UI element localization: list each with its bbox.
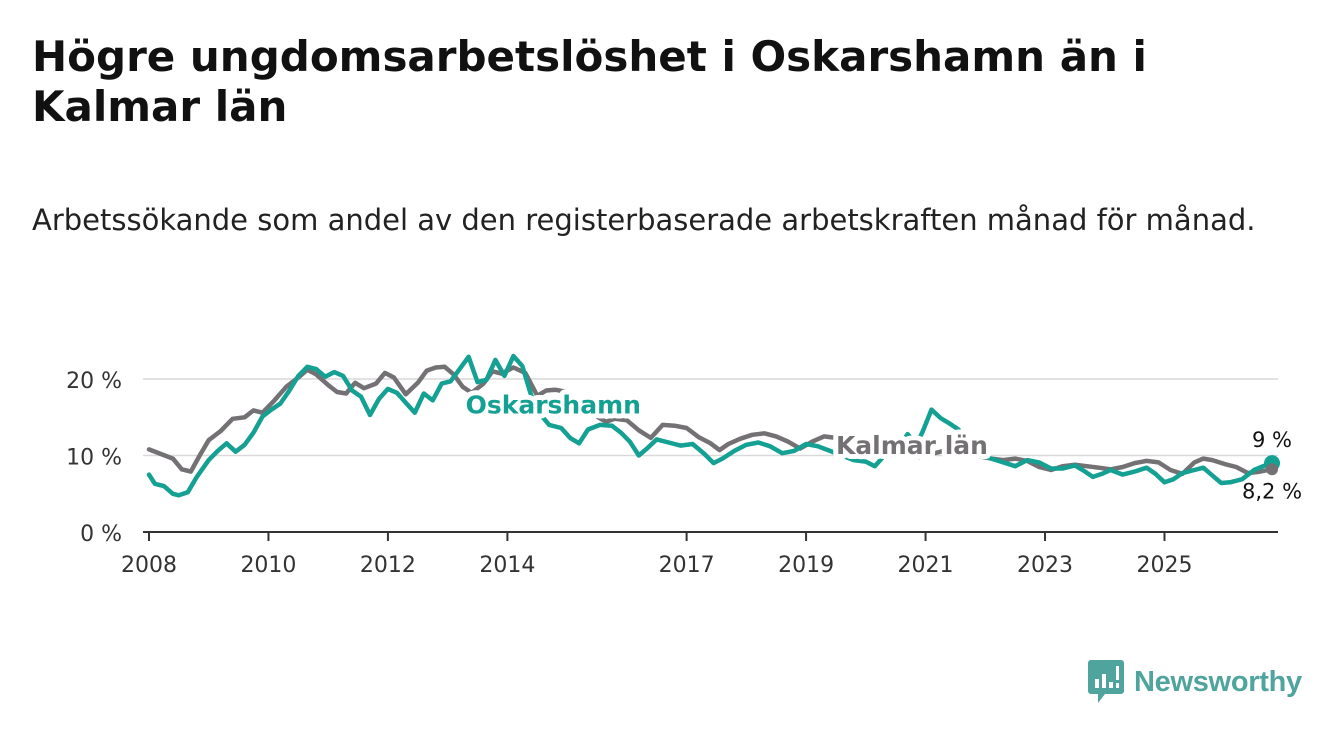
x-tick-label: 2012 <box>360 553 416 578</box>
brand-name: Newsworthy <box>1134 665 1302 698</box>
y-tick-label: 10 % <box>66 446 122 471</box>
kalmar-lan-end-marker <box>1266 463 1279 476</box>
y-axis-ticks: 0 % 10 % 20 % <box>66 369 122 547</box>
x-tick-label: 2010 <box>240 553 296 578</box>
chart-title: Högre ungdomsarbetslöshet i Oskarshamn ä… <box>32 32 1147 131</box>
x-tick-label: 2008 <box>121 553 177 578</box>
bar-chart-logo-icon <box>1088 660 1124 703</box>
x-tick-label: 2021 <box>898 553 954 578</box>
oskarshamn-end-value-label: 9 % <box>1252 428 1292 452</box>
oskarshamn-line <box>146 353 1275 498</box>
chart-subtitle: Arbetssökande som andel av den registerb… <box>32 203 1256 237</box>
x-axis: 2008 2010 2012 2014 2017 2019 2021 2023 2025 <box>121 531 1278 578</box>
x-tick-label: 2017 <box>659 553 715 578</box>
x-tick-label: 2025 <box>1137 553 1193 578</box>
oskarshamn-series-label: Oskarshamn <box>466 390 641 419</box>
series-lines <box>146 353 1275 498</box>
grid-lines <box>143 378 1278 457</box>
newsworthy-logo: Newsworthy <box>1088 660 1302 704</box>
y-tick-label: 0 % <box>80 522 122 547</box>
series-labels: Oskarshamn Kalmar län 9 % 8,2 % <box>461 385 1302 503</box>
kalmar-lan-series-label: Kalmar län <box>836 431 988 460</box>
x-tick-label: 2019 <box>778 553 834 578</box>
line-chart: 0 % 10 % 20 % 2008 2010 2012 2014 2017 2019 2021… <box>66 353 1302 578</box>
kalmar-lan-end-value-label: 8,2 % <box>1242 479 1302 503</box>
y-tick-label: 20 % <box>66 369 122 394</box>
x-tick-label: 2023 <box>1017 553 1073 578</box>
x-tick-label: 2014 <box>479 553 535 578</box>
